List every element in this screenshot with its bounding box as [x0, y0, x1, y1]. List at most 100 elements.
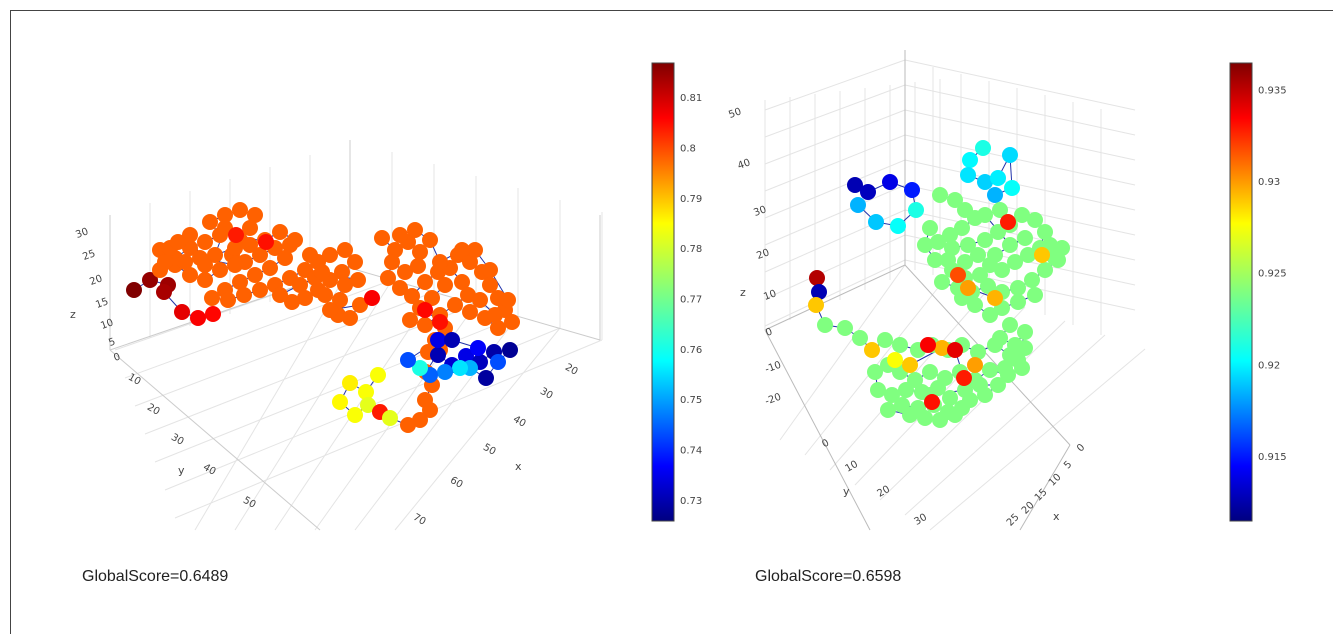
data-point	[284, 294, 300, 310]
data-point	[977, 174, 993, 190]
data-point	[190, 310, 206, 326]
data-point	[337, 242, 353, 258]
data-point	[808, 297, 824, 313]
data-point	[987, 187, 1003, 203]
data-point	[947, 407, 963, 423]
data-point	[990, 224, 1006, 240]
y-tick-label: 10	[126, 372, 143, 388]
data-point	[1024, 272, 1040, 288]
y-tick-label: 20	[145, 402, 162, 418]
data-point	[242, 220, 258, 236]
data-point	[220, 292, 236, 308]
colorbar-tick-label: 0.81	[680, 93, 702, 104]
data-point	[258, 234, 274, 250]
data-point	[212, 262, 228, 278]
data-point	[972, 377, 988, 393]
data-point	[847, 177, 863, 193]
data-point	[957, 254, 973, 270]
z-tick-label: 30	[74, 226, 90, 241]
data-point	[877, 332, 893, 348]
data-point	[412, 412, 428, 428]
grid-line	[764, 259, 906, 327]
y-tick-label: 30	[912, 512, 929, 528]
data-point	[437, 364, 453, 380]
data-point	[342, 375, 358, 391]
data-point	[397, 264, 413, 280]
data-point	[422, 232, 438, 248]
z-tick-label: -10	[764, 360, 783, 376]
data-point	[422, 402, 438, 418]
grid-line	[904, 84, 1136, 136]
data-point	[197, 257, 213, 273]
data-point	[232, 274, 248, 290]
data-point	[302, 247, 318, 263]
data-point	[262, 260, 278, 276]
data-point	[1010, 280, 1026, 296]
data-point	[852, 330, 868, 346]
data-point	[1004, 180, 1020, 196]
data-point	[970, 344, 986, 360]
data-point	[987, 337, 1003, 353]
data-point	[454, 274, 470, 290]
data-point	[954, 220, 970, 236]
data-point	[860, 184, 876, 200]
colorbar-tick-label: 0.79	[680, 194, 702, 205]
data-point	[962, 152, 978, 168]
data-point	[932, 412, 948, 428]
data-point	[487, 307, 503, 323]
data-point	[247, 207, 263, 223]
data-point	[462, 304, 478, 320]
data-point	[902, 407, 918, 423]
grid-line	[779, 264, 906, 441]
grid-line	[764, 134, 906, 192]
data-point	[942, 227, 958, 243]
z-tick-label: 15	[94, 296, 110, 311]
data-point	[1010, 294, 1026, 310]
data-point	[470, 340, 486, 356]
data-point	[1027, 287, 1043, 303]
z-axis-label-1: z	[70, 308, 76, 321]
data-point	[902, 357, 918, 373]
data-point	[922, 220, 938, 236]
data-point	[990, 170, 1006, 186]
data-point	[837, 320, 853, 336]
data-point	[322, 302, 338, 318]
data-point	[868, 214, 884, 230]
colorbar-tick-label: 0.925	[1258, 269, 1287, 280]
data-point	[934, 340, 950, 356]
data-point	[437, 277, 453, 293]
data-point	[990, 377, 1006, 393]
grid-line	[764, 234, 906, 300]
data-point	[1014, 360, 1030, 376]
data-point	[360, 397, 376, 413]
colorbar-tick-label: 0.92	[1258, 360, 1280, 371]
data-point	[960, 237, 976, 253]
data-point	[887, 352, 903, 368]
data-point	[927, 252, 943, 268]
grid-line	[764, 209, 906, 273]
data-point	[462, 254, 478, 270]
data-point	[1047, 250, 1063, 266]
data-point	[960, 167, 976, 183]
grid-line	[764, 109, 906, 165]
data-point	[380, 270, 396, 286]
z-tick-label: 10	[762, 288, 778, 303]
data-point	[174, 304, 190, 320]
data-point	[967, 357, 983, 373]
data-point	[217, 207, 233, 223]
data-point	[332, 394, 348, 410]
data-point	[247, 267, 263, 283]
data-point	[942, 390, 958, 406]
data-point	[236, 287, 252, 303]
data-point	[1017, 340, 1033, 356]
data-point	[197, 272, 213, 288]
data-point	[502, 342, 518, 358]
data-point	[472, 292, 488, 308]
grid-line	[929, 348, 1146, 531]
data-point	[407, 222, 423, 238]
data-point	[342, 310, 358, 326]
data-point	[374, 230, 390, 246]
data-point	[932, 187, 948, 203]
